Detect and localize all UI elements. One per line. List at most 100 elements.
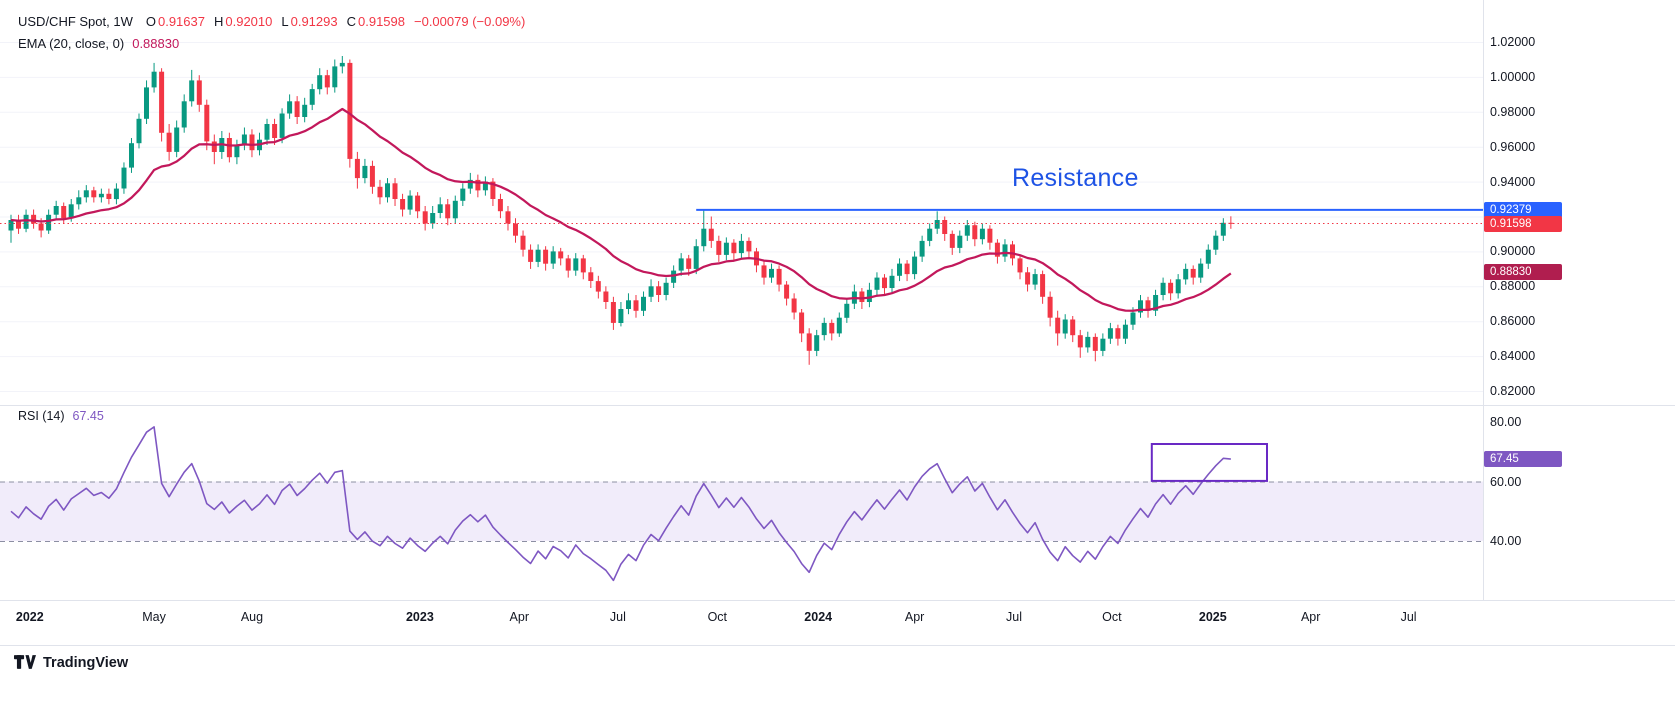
tradingview-brand-text[interactable]: TradingView (43, 654, 129, 671)
candle-body (731, 242, 737, 254)
candle-body (565, 258, 571, 271)
candle-body (505, 211, 511, 224)
candle (332, 59, 338, 93)
candle-body (467, 179, 473, 189)
candle (287, 94, 293, 119)
footer-bar: TradingView (0, 645, 1675, 679)
candle (641, 291, 646, 316)
time-axis-label: May (142, 610, 166, 624)
candle-body (671, 270, 677, 283)
ema-indicator-row[interactable]: EMA (20, close, 0) 0.88830 (18, 32, 525, 54)
candle (53, 200, 59, 220)
rsi-pane-legend[interactable]: RSI (14) 67.45 (18, 409, 104, 423)
tradingview-logo-icon[interactable] (14, 654, 36, 671)
candle-body (708, 228, 714, 241)
time-axis-label: 2023 (405, 610, 434, 624)
candle-body (919, 240, 925, 257)
last-price-badge: 0.91598 (1484, 215, 1562, 232)
close-label: C (346, 13, 356, 29)
candle-body (1032, 274, 1038, 285)
low-label: L (281, 13, 289, 29)
candle (1077, 329, 1083, 358)
candle-body (784, 284, 790, 299)
candle-body (836, 317, 842, 334)
candle (151, 62, 157, 93)
candle-body (1092, 336, 1098, 351)
resistance-text-annotation[interactable]: Resistance (1012, 164, 1139, 192)
candle-body (91, 190, 97, 198)
candle (445, 199, 451, 226)
candle-body (1205, 249, 1211, 264)
candle (520, 230, 526, 257)
candle-body (558, 251, 564, 259)
candle-body (294, 101, 300, 117)
candle-body (309, 89, 315, 105)
candle (769, 263, 774, 283)
candle (618, 302, 624, 327)
candle-body (1190, 268, 1196, 278)
candle-body (415, 195, 421, 212)
candle (1085, 331, 1091, 353)
open-label: O (145, 13, 156, 29)
candle-body (1213, 235, 1219, 250)
candle (558, 247, 564, 266)
candle (467, 172, 473, 194)
candle (1190, 265, 1196, 285)
candle-body (1062, 319, 1068, 334)
close-value: 0.91598 (358, 13, 405, 29)
candle (791, 293, 797, 320)
candle-body (264, 124, 270, 140)
candle (573, 253, 579, 276)
candle-body (829, 322, 835, 334)
candle (181, 94, 187, 133)
chart-plot-area[interactable] (0, 0, 1675, 600)
candle-body (550, 251, 556, 264)
candle-body (1047, 296, 1053, 318)
candle-body (949, 233, 955, 248)
candle-body (1175, 279, 1181, 294)
candle (309, 83, 315, 111)
candle-body (332, 66, 338, 88)
candle-body (874, 277, 880, 290)
candle (844, 298, 850, 323)
candle-body (1010, 244, 1015, 259)
candle-body (528, 249, 534, 262)
candle (1017, 254, 1023, 280)
time-axis-label: Jul (609, 610, 626, 624)
symbol-title[interactable]: USD/CHF Spot, 1W (18, 13, 133, 29)
candle (610, 296, 616, 330)
candle-body (814, 335, 820, 351)
time-axis[interactable]: 2022 May Aug 2023 Apr Jul Oct 2024 Apr Jul Oct 2025… (0, 600, 1675, 645)
candle (799, 309, 805, 343)
candle-body (23, 214, 29, 229)
candle-body (83, 190, 89, 198)
candle-body (460, 188, 466, 201)
candle-body (769, 268, 774, 278)
rsi-highlight-box[interactable] (1150, 443, 1269, 482)
candle-body (302, 104, 308, 117)
candle-body (482, 181, 488, 191)
candle (588, 267, 594, 288)
candle (272, 118, 278, 145)
candle (144, 80, 149, 124)
time-axis-label: Oct (707, 610, 728, 624)
candle (889, 268, 895, 294)
candle-body (339, 62, 345, 67)
candle-body (400, 199, 406, 210)
candle-body (196, 80, 202, 105)
candle-body (249, 134, 255, 151)
candle (189, 69, 195, 107)
candle (8, 214, 14, 243)
candle-body (603, 291, 609, 302)
candle (452, 195, 458, 224)
candle-body (535, 249, 541, 262)
candle-body (1228, 222, 1234, 224)
candle (1213, 230, 1219, 255)
rsi-line (10, 426, 1231, 582)
candle (400, 193, 406, 217)
candle (136, 113, 142, 149)
candle-body (1220, 222, 1226, 236)
candle-body (1115, 328, 1121, 339)
time-axis-label: Jul (1005, 610, 1022, 624)
